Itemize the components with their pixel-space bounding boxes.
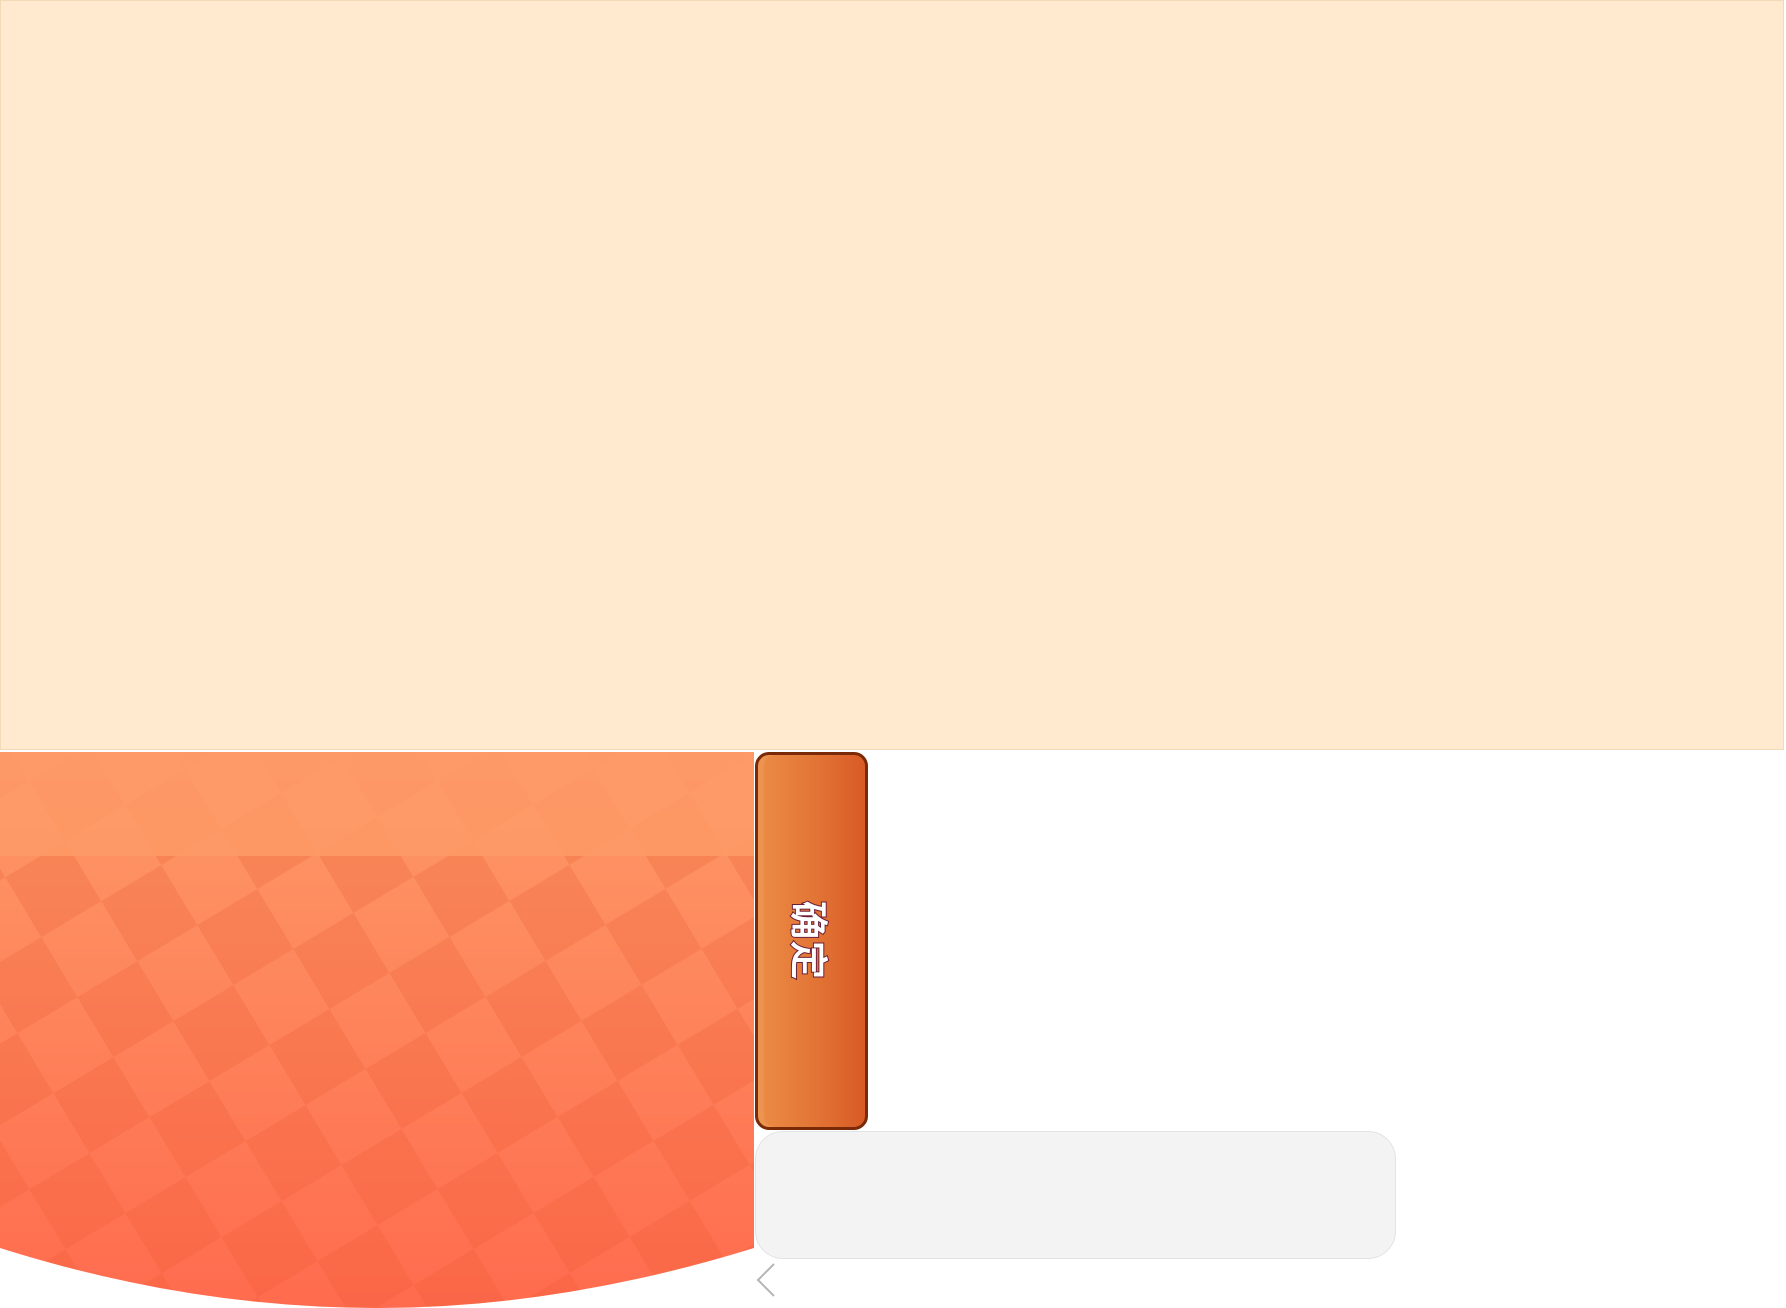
input-field[interactable]	[755, 1131, 1396, 1259]
checkered-background	[0, 752, 754, 1308]
content-panel	[0, 0, 1784, 750]
confirm-button-label: 确定	[785, 900, 831, 982]
orange-checkered-panel	[0, 752, 754, 1308]
confirm-button[interactable]: 确定	[755, 752, 868, 1130]
chevron-left-icon[interactable]	[752, 1260, 780, 1300]
